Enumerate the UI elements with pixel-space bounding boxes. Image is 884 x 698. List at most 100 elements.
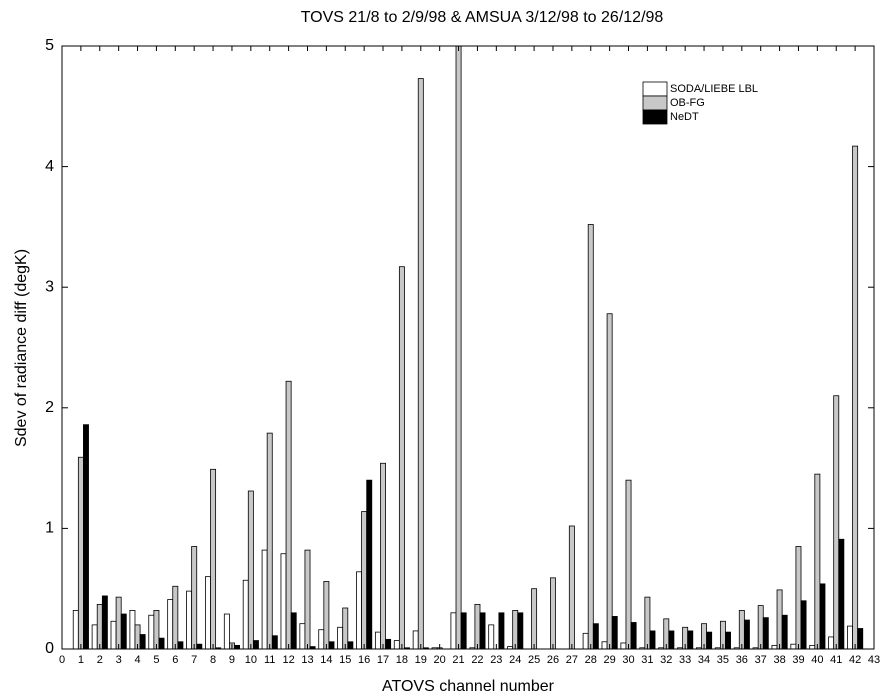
x-tick-label: 13 — [301, 654, 313, 666]
x-tick-label: 31 — [641, 654, 653, 666]
bar — [450, 612, 457, 650]
bar — [819, 583, 826, 650]
bar — [196, 643, 203, 650]
bar — [234, 644, 241, 650]
bar — [460, 612, 467, 650]
x-tick-label: 15 — [339, 654, 351, 666]
bar — [814, 473, 821, 650]
bar — [261, 549, 268, 650]
bar — [242, 579, 249, 650]
bar — [606, 313, 613, 650]
bar — [318, 629, 325, 650]
bar — [625, 479, 632, 650]
bar — [512, 610, 519, 650]
chart-title: TOVS 21/8 to 2/9/98 & AMSUA 3/12/98 to 2… — [301, 9, 664, 26]
legend-label: OB-FG — [670, 97, 705, 109]
bar — [380, 462, 386, 650]
x-tick-label: 18 — [396, 654, 408, 666]
bar — [361, 511, 368, 650]
x-tick-label: 39 — [792, 654, 804, 666]
bar — [488, 624, 495, 650]
bar — [186, 590, 193, 650]
bar — [531, 588, 538, 650]
bar — [356, 571, 362, 650]
bar — [247, 490, 254, 650]
bar — [252, 640, 259, 650]
bar — [838, 538, 845, 650]
y-tick-label: 4 — [45, 158, 54, 175]
x-tick-label: 35 — [717, 654, 729, 666]
x-tick-label: 8 — [210, 654, 216, 666]
x-tick-label: 4 — [134, 654, 140, 666]
bar — [828, 636, 835, 650]
bar — [271, 635, 278, 650]
bar — [393, 640, 400, 650]
x-tick-label: 5 — [153, 654, 159, 666]
bar — [795, 546, 802, 650]
legend-label: SODA/LIEBE LBL — [670, 83, 758, 95]
bar — [498, 612, 505, 650]
x-tick-label: 2 — [97, 654, 103, 666]
bar — [725, 631, 731, 650]
x-tick-label: 16 — [358, 654, 370, 666]
bar — [568, 525, 575, 650]
x-tick-label: 7 — [191, 654, 197, 666]
bar — [210, 468, 217, 650]
bar — [757, 605, 764, 650]
x-tick-label: 42 — [849, 654, 861, 666]
x-tick-label: 6 — [172, 654, 178, 666]
x-tick-label: 21 — [452, 654, 464, 666]
bar — [800, 600, 807, 650]
bar — [72, 610, 79, 650]
x-tick-label: 14 — [320, 654, 332, 666]
bar — [158, 637, 165, 650]
x-tick-label: 37 — [755, 654, 767, 666]
x-tick-label: 1 — [78, 654, 84, 666]
x-tick-label: 26 — [547, 654, 559, 666]
y-tick-label: 5 — [45, 37, 54, 54]
y-tick-label: 3 — [45, 278, 54, 295]
bar — [110, 620, 117, 650]
bar — [790, 643, 797, 650]
x-tick-label: 19 — [415, 654, 427, 666]
bar — [290, 612, 297, 650]
bar — [776, 589, 783, 650]
x-tick-label: 32 — [660, 654, 672, 666]
bar — [205, 576, 211, 650]
bar — [479, 612, 486, 650]
x-tick-label: 40 — [811, 654, 823, 666]
bar — [304, 549, 311, 650]
x-tick-label: 27 — [566, 654, 578, 666]
bar — [592, 623, 599, 650]
bar — [299, 623, 306, 650]
bar — [517, 612, 524, 650]
bar — [139, 634, 146, 650]
bar — [398, 266, 405, 650]
bar — [337, 626, 344, 650]
bar — [101, 595, 108, 650]
bar — [266, 432, 273, 650]
bar — [649, 630, 656, 650]
x-tick-label: 12 — [282, 654, 294, 666]
bar — [77, 456, 84, 650]
x-tick-label: 0 — [59, 654, 65, 666]
bar — [191, 546, 198, 650]
bar — [771, 644, 778, 650]
x-tick-label: 3 — [116, 654, 122, 666]
bar — [743, 619, 750, 650]
legend-swatch — [642, 95, 668, 111]
x-tick-label: 36 — [736, 654, 748, 666]
bar — [587, 224, 594, 650]
x-tick-label: 33 — [679, 654, 691, 666]
x-axis-label: ATOVS channel number — [382, 678, 555, 695]
bar — [550, 577, 556, 650]
x-tick-label: 9 — [229, 654, 235, 666]
bar — [129, 610, 136, 650]
bar — [611, 616, 618, 650]
bar — [601, 641, 608, 650]
bar — [644, 596, 651, 650]
legend-label: NeDT — [670, 111, 699, 123]
bar — [668, 630, 675, 650]
bar — [342, 607, 349, 650]
